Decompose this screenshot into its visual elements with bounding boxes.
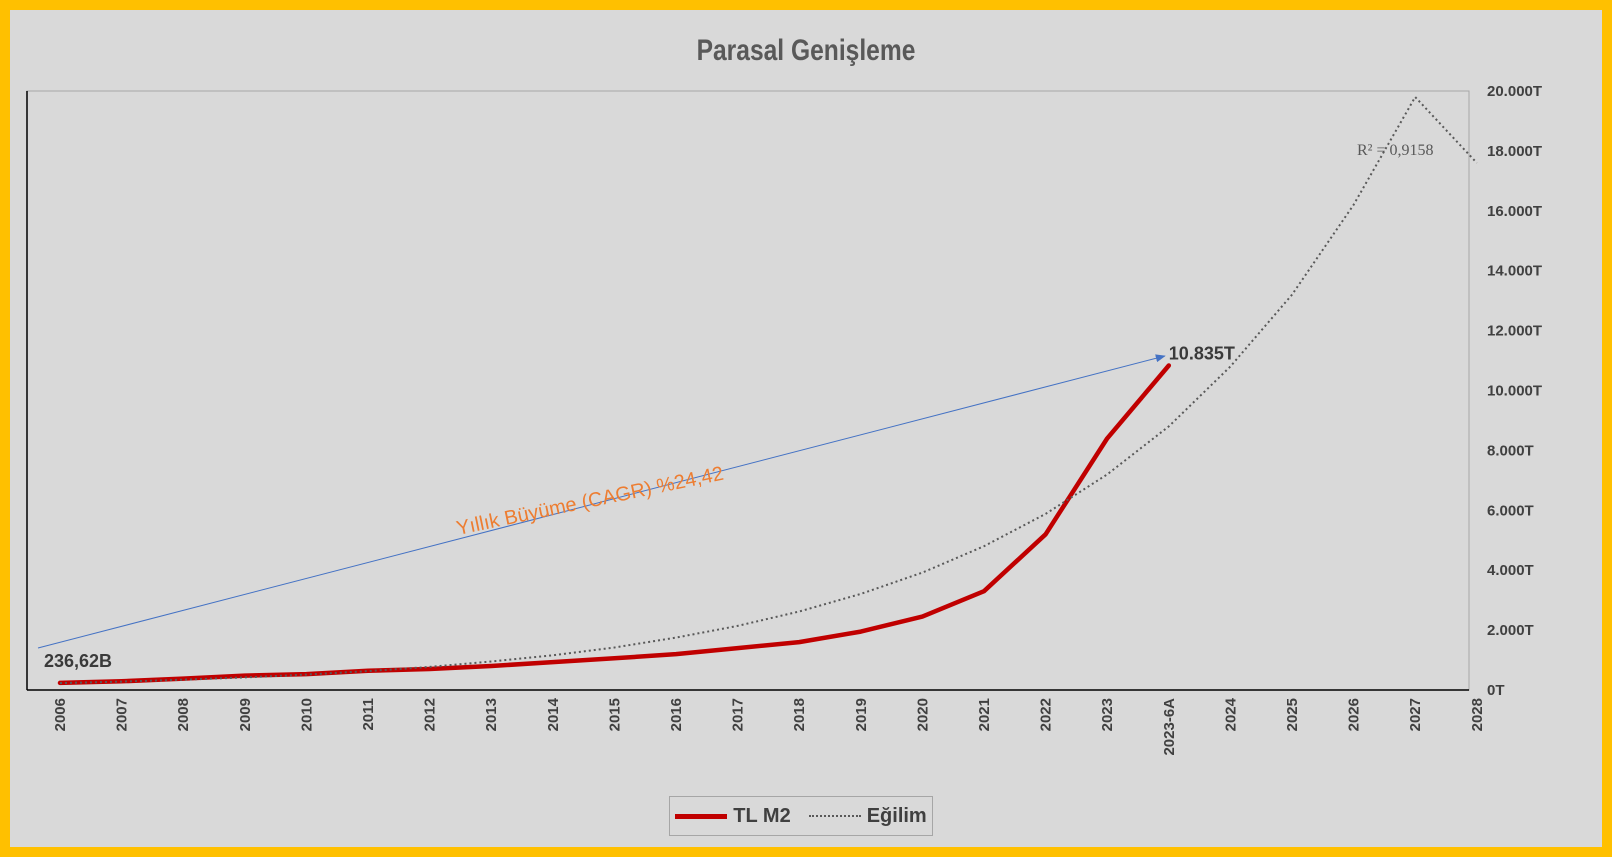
x-axis: 2006 2007 2008 2009 2010 2011 2012 2013 2014 2015…: [52, 697, 1486, 755]
x-tick-label: 2016: [668, 698, 685, 731]
x-tick-label: 2007: [114, 698, 131, 731]
x-tick-label: 2023-6A: [1161, 698, 1178, 756]
legend-swatch-egilim: [808, 815, 861, 817]
x-tick-label: 2022: [1038, 698, 1055, 731]
data-labels: 236,62B 10.835T: [44, 343, 1235, 671]
x-tick-label: 2024: [1222, 697, 1239, 731]
plot-border: [26, 90, 1470, 691]
x-tick-label: 2012: [422, 698, 439, 731]
x-tick-label: 2020: [914, 698, 931, 731]
y-tick-label: 8.000T: [1487, 442, 1534, 459]
series-group: [57, 95, 1478, 686]
legend-label-tl-m2: TL M2: [733, 804, 791, 827]
line-chart: 0T 2.000T 4.000T 6.000T 8.000T 10.000T 12.000T…: [26, 83, 1542, 756]
r-squared-annotation: R² = 0,9158: [1357, 142, 1434, 159]
y-tick-label: 16.000T: [1487, 203, 1542, 220]
legend-item-tl-m2: TL M2: [675, 804, 791, 828]
y-tick-label: 4.000T: [1487, 562, 1534, 579]
x-tick-label: 2026: [1346, 698, 1363, 731]
series-line-egilim: [59, 95, 1478, 685]
legend-label-egilim: Eğilim: [866, 804, 927, 827]
x-tick-label: 2028: [1469, 698, 1486, 731]
x-tick-label: 2009: [237, 698, 254, 731]
cagr-arrow: [37, 354, 1166, 649]
data-label-end: 10.835T: [1169, 343, 1235, 363]
y-axis: 0T 2.000T 4.000T 6.000T 8.000T 10.000T 12.000T…: [1487, 83, 1542, 699]
x-tick-label: 2017: [730, 698, 747, 731]
y-tick-label: 18.000T: [1487, 143, 1542, 160]
x-tick-label: 2013: [483, 698, 500, 731]
chart-legend: TL M2 Eğilim: [669, 796, 933, 836]
y-tick-label: 2.000T: [1487, 622, 1534, 639]
chart-title: Parasal Genişleme: [696, 34, 916, 67]
cagr-annotation: Yıllık Büyüme (CAGR) %24,42: [455, 463, 726, 540]
x-tick-label: 2027: [1407, 698, 1424, 731]
chart-frame: Parasal Genişleme 0T 2.000T 4.000T 6.000T 8.…: [10, 10, 1602, 847]
x-tick-label: 2018: [791, 698, 808, 731]
x-tick-label: 2021: [976, 698, 993, 731]
x-tick-label: 2006: [52, 698, 69, 731]
y-tick-label: 10.000T: [1487, 383, 1542, 400]
x-tick-label: 2008: [175, 698, 192, 731]
x-tick-label: 2019: [853, 698, 870, 731]
y-tick-label: 20.000T: [1487, 83, 1542, 100]
plot-area: [26, 90, 1470, 691]
y-tick-label: 0T: [1487, 682, 1505, 699]
x-tick-label: 2010: [298, 698, 315, 731]
legend-swatch-tl-m2: [675, 813, 728, 819]
legend-item-egilim: Eğilim: [808, 804, 927, 828]
y-tick-label: 12.000T: [1487, 323, 1542, 340]
annotations: Yıllık Büyüme (CAGR) %24,42 R² = 0,9158: [37, 142, 1434, 649]
data-label-start: 236,62B: [44, 651, 112, 671]
x-tick-label: 2011: [360, 698, 377, 731]
x-tick-label: 2015: [606, 698, 623, 731]
y-tick-label: 14.000T: [1487, 263, 1542, 280]
y-tick-label: 6.000T: [1487, 502, 1534, 519]
x-tick-label: 2023: [1099, 698, 1116, 731]
series-line-tl-m2: [57, 363, 1172, 686]
x-tick-label: 2014: [545, 697, 562, 731]
x-tick-label: 2025: [1284, 698, 1301, 731]
